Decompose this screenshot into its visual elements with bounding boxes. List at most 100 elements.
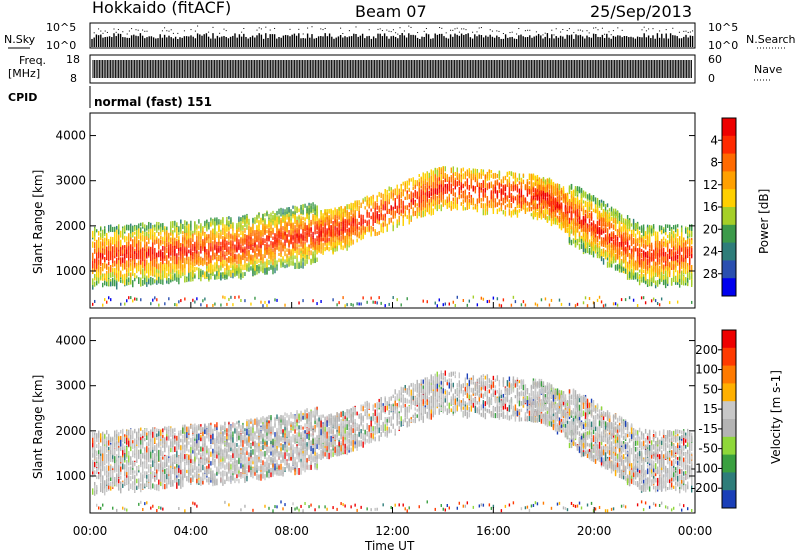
scatter-cell: [170, 244, 172, 250]
scatter-cell: [432, 188, 434, 195]
scatter-cell: [486, 300, 489, 304]
scatter-cell: [142, 279, 144, 286]
scatter-cell: [120, 251, 122, 256]
scatter-cell: [196, 224, 198, 229]
scatter-cell: [274, 266, 276, 274]
scatter-cell: [496, 202, 499, 207]
scatter-cell: [176, 275, 178, 279]
scatter-cell: [404, 210, 406, 215]
scatter-cell: [156, 257, 158, 262]
scatter-cell: [122, 229, 124, 236]
scatter-cell: [450, 176, 452, 183]
scatter-cell: [268, 229, 270, 233]
scatter-cell: [340, 208, 342, 216]
scatter-cell: [186, 221, 188, 225]
scatter-cell: [170, 267, 172, 273]
scatter-cell: [114, 252, 116, 257]
scatter-cell: [250, 266, 252, 271]
scatter-cell: [148, 269, 150, 277]
scatter-cell: [190, 248, 192, 256]
scatter-cell: [356, 206, 358, 211]
scatter-cell: [208, 262, 210, 269]
scatter-cell: [154, 296, 156, 300]
scatter-cell: [320, 230, 322, 237]
scatter-cell: [530, 213, 533, 217]
scatter-cell: [466, 184, 469, 190]
scatter-cell: [268, 222, 270, 228]
scatter-cell: [254, 269, 256, 276]
scatter-cell: [244, 299, 246, 303]
scatter-cell: [254, 256, 256, 263]
scatter-cell: [310, 259, 312, 264]
scatter-cell: [250, 232, 252, 238]
scatter-cell: [200, 234, 202, 240]
scatter-cell: [522, 197, 525, 205]
scatter-cell: [298, 248, 300, 256]
scatter-cell: [174, 241, 176, 246]
scatter-cell: [270, 227, 272, 233]
scatter-cell: [238, 227, 240, 232]
scatter-cell: [398, 197, 400, 202]
scatter-cell: [430, 175, 432, 181]
scatter-cell: [106, 300, 108, 304]
scatter-cell: [284, 232, 286, 236]
scatter-cell: [524, 303, 527, 307]
scatter-cell: [254, 252, 256, 258]
scatter-cell: [158, 276, 160, 284]
scatter-cell: [366, 226, 368, 232]
scatter-cell: [182, 237, 184, 243]
scatter-cell: [236, 264, 238, 271]
scatter-cell: [120, 239, 122, 247]
scatter-cell: [136, 275, 138, 279]
scatter-cell: [164, 235, 166, 242]
scatter-cell: [310, 222, 312, 226]
scatter-cell: [432, 175, 434, 183]
scatter-cell: [214, 266, 216, 272]
scatter-cell: [100, 227, 102, 231]
scatter-cell: [518, 197, 521, 204]
noise-search-dot: [643, 26, 645, 28]
scatter-cell: [138, 234, 140, 239]
scatter-cell: [174, 228, 176, 232]
scatter-cell: [266, 235, 268, 242]
scatter-cell: [392, 193, 394, 197]
scatter-cell: [336, 216, 338, 221]
scatter-cell: [498, 303, 501, 307]
scatter-cell: [478, 172, 481, 179]
scatter-cell: [146, 241, 148, 247]
scatter-cell: [156, 268, 158, 273]
scatter-cell: [244, 234, 246, 241]
scatter-cell: [124, 263, 126, 270]
scatter-cell: [206, 219, 208, 226]
scatter-cell: [250, 239, 252, 245]
scatter-cell: [480, 187, 483, 193]
scatter-cell: [216, 270, 218, 276]
scatter-cell: [278, 244, 280, 249]
scatter-cell: [326, 237, 328, 243]
scatter-cell: [396, 219, 398, 223]
scatter-cell: [304, 248, 306, 255]
scatter-cell: [100, 243, 102, 249]
scatter-cell: [348, 212, 350, 219]
scatter-cell: [178, 270, 180, 275]
scatter-cell: [118, 241, 120, 247]
scatter-cell: [166, 264, 168, 270]
scatter-cell: [368, 197, 370, 205]
scatter-cell: [346, 221, 348, 225]
scatter-cell: [96, 257, 98, 263]
scatter-cell: [482, 297, 485, 301]
scatter-cell: [512, 195, 515, 199]
scatter-cell: [180, 258, 182, 263]
scatter-cell: [442, 181, 444, 186]
scatter-cell: [266, 225, 268, 229]
scatter-cell: [328, 218, 330, 224]
scatter-cell: [448, 176, 450, 184]
noise-search-dot: [518, 28, 520, 30]
scatter-cell: [466, 204, 469, 210]
noise-search-dot: [386, 29, 388, 31]
scatter-cell: [110, 274, 112, 278]
scatter-cell: [504, 195, 507, 200]
scatter-cell: [224, 267, 226, 275]
scatter-cell: [96, 262, 98, 269]
scatter-cell: [398, 192, 400, 200]
